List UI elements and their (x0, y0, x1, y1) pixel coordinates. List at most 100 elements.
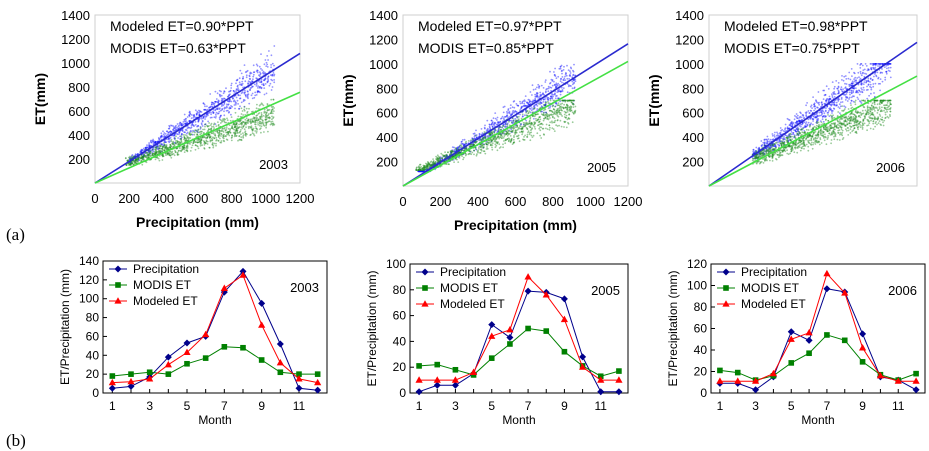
scatter-point (268, 120, 271, 123)
scatter-point (176, 154, 179, 156)
scatter-point (152, 148, 155, 150)
scatter-point (517, 104, 519, 107)
scatter-point (155, 145, 158, 148)
scatter-point (560, 91, 562, 93)
scatter-point (208, 133, 211, 136)
scatter-point (252, 75, 255, 78)
scatter-point (223, 127, 226, 130)
scatter-point (537, 113, 539, 115)
scatter-point (240, 113, 243, 115)
scatter-point (177, 149, 180, 152)
scatter-point (210, 137, 213, 140)
scatter-point (440, 152, 443, 155)
scatter-point (196, 133, 199, 136)
scatter-point (214, 123, 217, 125)
scatter-point (233, 126, 236, 129)
scatter-point (504, 115, 506, 118)
scatter-point (188, 115, 191, 118)
scatter-point (169, 150, 172, 153)
scatter-point (181, 148, 184, 151)
scatter-point (161, 146, 164, 148)
scatter-point (269, 112, 272, 115)
scatter-point (211, 101, 214, 104)
scatter-point (204, 108, 207, 111)
scatter-point (247, 97, 249, 100)
scatter-point (538, 85, 541, 88)
scatter-point (220, 129, 223, 132)
scatter-point (155, 146, 157, 149)
scatter-point (817, 91, 820, 93)
scatter-point (242, 76, 245, 78)
scatter-point (547, 85, 550, 88)
scatter-point (833, 85, 836, 88)
scatter-point (222, 118, 224, 120)
scatter-point (196, 141, 199, 144)
scatter-point (836, 87, 838, 90)
scatter-point (872, 83, 875, 85)
y-axis-label: ET(mm) (32, 73, 48, 125)
scatter-point (542, 127, 545, 130)
scatter-point (867, 68, 869, 70)
scatter-point (203, 136, 206, 139)
scatter-point (163, 140, 166, 142)
scatter-point (183, 131, 186, 134)
scatter-point (199, 144, 202, 147)
scatter-point (165, 144, 168, 146)
scatter-point (560, 108, 562, 110)
scatter-point (209, 135, 212, 138)
scatter-point (533, 117, 535, 120)
scatter-point (236, 127, 239, 129)
scatter-point (233, 99, 236, 102)
scatter-point (152, 143, 155, 146)
scatter-point (132, 160, 135, 163)
scatter-point (213, 137, 216, 140)
scatter-point (220, 99, 223, 102)
scatter-point (227, 104, 230, 106)
scatter-point (837, 100, 840, 102)
scatter-point (154, 140, 157, 143)
scatter-point (195, 141, 197, 143)
scatter-point (272, 116, 275, 118)
scatter-point (250, 125, 253, 128)
scatter-point (527, 102, 529, 105)
scatter-point (257, 90, 260, 92)
scatter-point (219, 122, 222, 124)
scatter-point (157, 146, 159, 149)
scatter-point (539, 93, 542, 96)
scatter-point (771, 133, 774, 135)
scatter-point (150, 149, 153, 152)
scatter-point (255, 85, 258, 87)
scatter-point (238, 135, 241, 138)
scatter-point (824, 109, 827, 112)
scatter-point (255, 127, 258, 130)
scatter-point (178, 143, 181, 145)
scatter-point (125, 164, 128, 166)
scatter-point (235, 96, 238, 99)
scatter-point (173, 137, 176, 139)
plot-frame (402, 14, 629, 187)
scatter-point (420, 167, 423, 170)
scatter-point (879, 89, 881, 92)
scatter-point (154, 152, 157, 155)
scatter-point (461, 155, 463, 158)
scatter-point (235, 128, 238, 131)
scatter-point (490, 123, 493, 126)
scatter-point (215, 139, 218, 142)
scatter-point (168, 141, 171, 144)
scatter-point (562, 79, 565, 81)
scatter-point (184, 118, 187, 121)
scatter-point (237, 94, 240, 97)
scatter-point (271, 79, 274, 82)
scatter-point (158, 150, 161, 153)
scatter-point (183, 151, 186, 154)
scatter-point (565, 126, 568, 129)
scatter-point (217, 112, 219, 115)
scatter-point (260, 86, 263, 89)
scatter-point (232, 97, 235, 100)
scatter-point (266, 114, 268, 117)
scatter-point (266, 81, 269, 84)
scatter-point (253, 71, 256, 73)
scatter-point (243, 109, 246, 112)
scatter-point (519, 125, 521, 127)
scatter-point (260, 67, 262, 70)
